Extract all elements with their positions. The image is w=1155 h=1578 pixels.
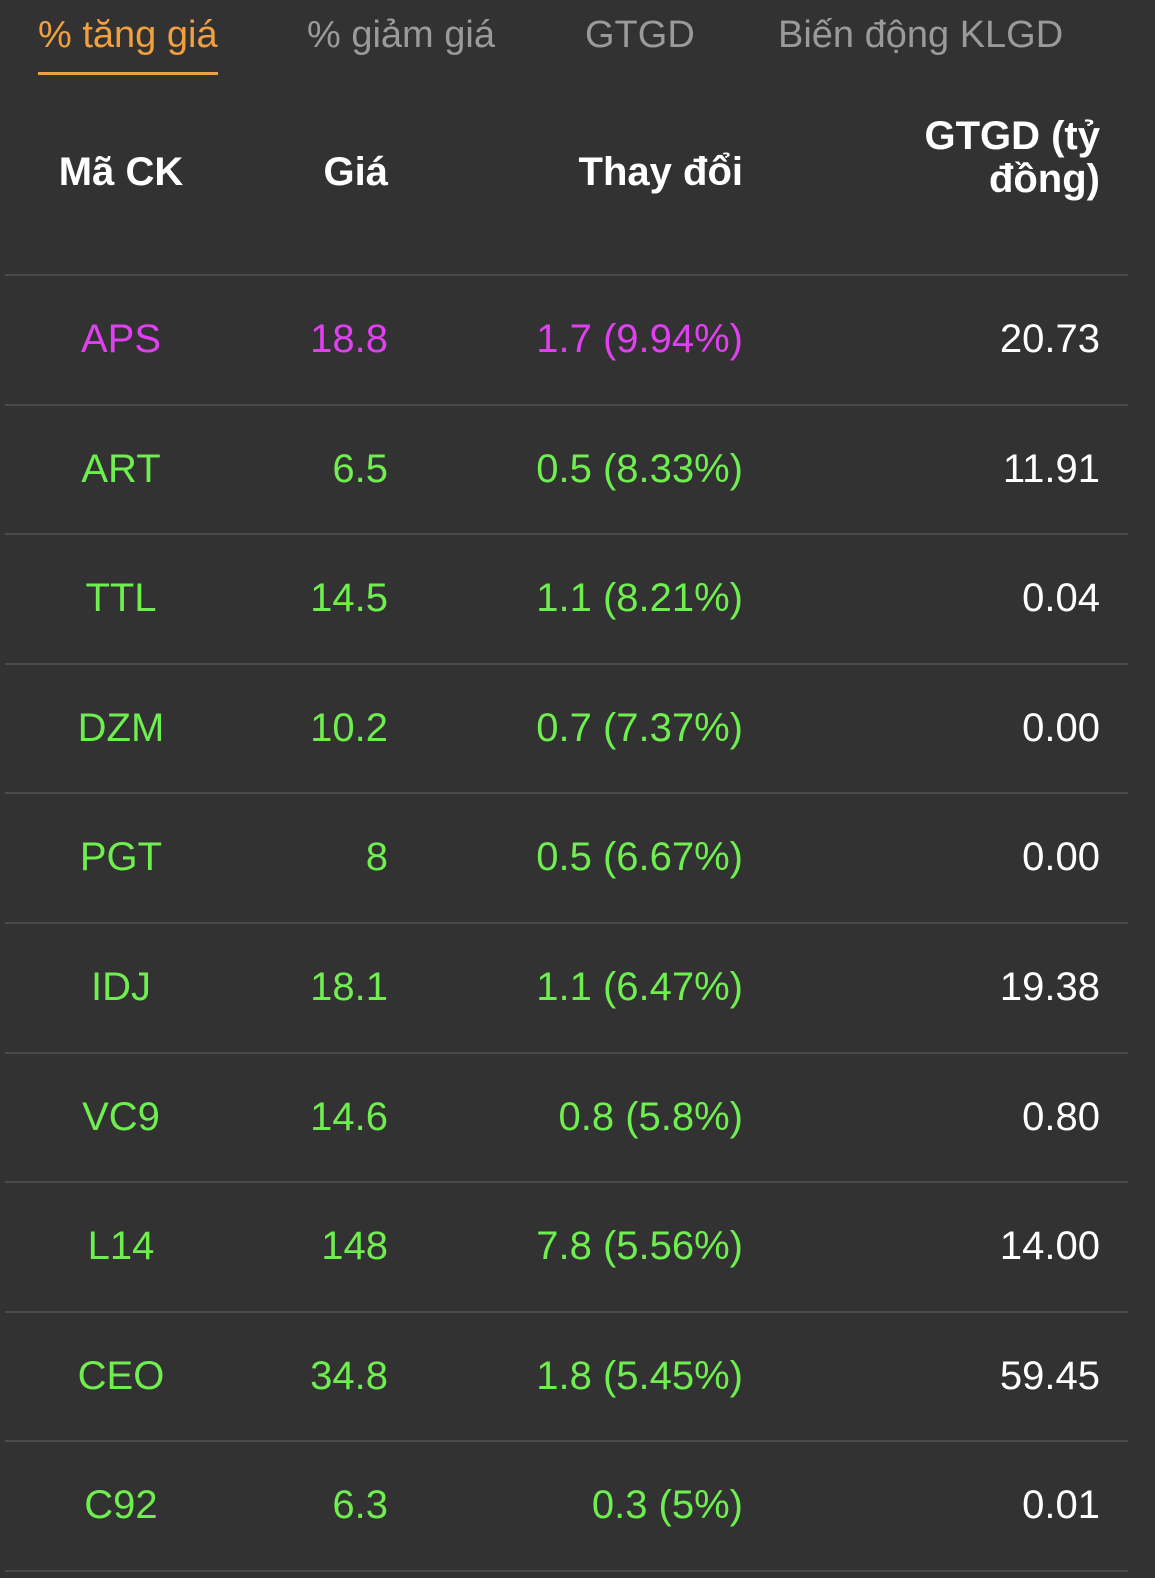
ticker[interactable]: PGT	[79, 835, 163, 880]
cell: 14.00	[999, 1224, 1100, 1269]
cell: 1.7 (9.94%)	[536, 317, 743, 361]
header-cell: Thay đổi	[578, 150, 743, 194]
separator	[5, 1051, 1128, 1054]
separator	[5, 1440, 1128, 1443]
header-cell: Giá	[323, 150, 388, 194]
cell: 0.3 (5%)	[591, 1483, 743, 1528]
cell: 148	[321, 1224, 388, 1269]
cell: 20.73	[999, 317, 1100, 361]
cell: 1.1 (6.47%)	[536, 965, 743, 1009]
ticker[interactable]: ART	[81, 446, 161, 491]
cell: 7.8 (5.56%)	[536, 1224, 743, 1269]
header-cell: GTGD (tỷ đồng)	[924, 114, 1100, 201]
ticker[interactable]: IDJ	[91, 965, 151, 1009]
ticker[interactable]: TTL	[85, 576, 157, 621]
cell: 0.01	[1022, 1483, 1100, 1528]
separator	[5, 662, 1128, 665]
separator	[5, 533, 1128, 536]
cell: 59.45	[999, 1353, 1100, 1398]
cell: 14.5	[310, 576, 388, 621]
tab[interactable]: GTGD	[585, 14, 695, 56]
cell: 18.8	[310, 317, 388, 361]
tab-underline	[38, 72, 218, 75]
tab[interactable]: % giảm giá	[307, 14, 495, 56]
ticker[interactable]: VC9	[82, 1094, 160, 1139]
cell: 0.00	[1022, 835, 1100, 880]
cell: 1.8 (5.45%)	[536, 1353, 743, 1398]
ticker[interactable]: CEO	[77, 1353, 165, 1398]
cell: 11.91	[1002, 446, 1100, 491]
cell: 10.2	[310, 705, 388, 750]
ticker[interactable]: L14	[87, 1224, 155, 1269]
cell: 0.7 (7.37%)	[536, 705, 743, 750]
cell: 0.5 (8.33%)	[536, 446, 743, 491]
cell: 0.5 (6.67%)	[536, 835, 743, 880]
ticker[interactable]: DZM	[77, 705, 165, 750]
cell: 6.3	[332, 1483, 388, 1528]
cell: 8	[365, 835, 388, 880]
cell: 14.6	[310, 1094, 388, 1139]
ticker[interactable]: APS	[80, 317, 162, 361]
cell: 18.1	[310, 965, 388, 1009]
separator	[5, 1570, 1128, 1572]
cell: 0.00	[1022, 705, 1100, 750]
separator	[5, 1310, 1128, 1313]
cell: 0.04	[1022, 576, 1100, 621]
separator	[5, 403, 1128, 406]
cell: 34.8	[310, 1353, 388, 1398]
separator	[5, 274, 1128, 276]
separator	[5, 922, 1128, 924]
cell: 0.8 (5.8%)	[558, 1094, 743, 1139]
cell: 6.5	[332, 446, 388, 491]
tab[interactable]: % tăng giá	[38, 14, 218, 56]
cell: 0.80	[1022, 1094, 1100, 1139]
cell: 1.1 (8.21%)	[536, 576, 743, 621]
separator	[5, 792, 1128, 795]
ticker[interactable]: C92	[84, 1483, 158, 1528]
cell: 19.38	[999, 965, 1100, 1009]
tab[interactable]: Biến động KLGD	[778, 14, 1064, 56]
separator	[5, 1181, 1128, 1184]
header-cell: Mã CK	[58, 150, 184, 194]
